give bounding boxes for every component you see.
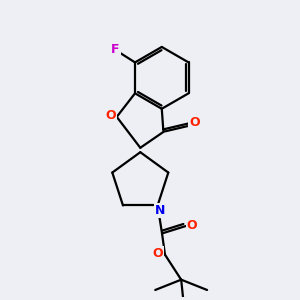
Text: F: F (111, 43, 119, 56)
Text: O: O (152, 247, 163, 260)
Text: O: O (187, 219, 197, 232)
Text: O: O (105, 109, 116, 122)
Text: N: N (155, 204, 165, 217)
Text: O: O (189, 116, 200, 129)
